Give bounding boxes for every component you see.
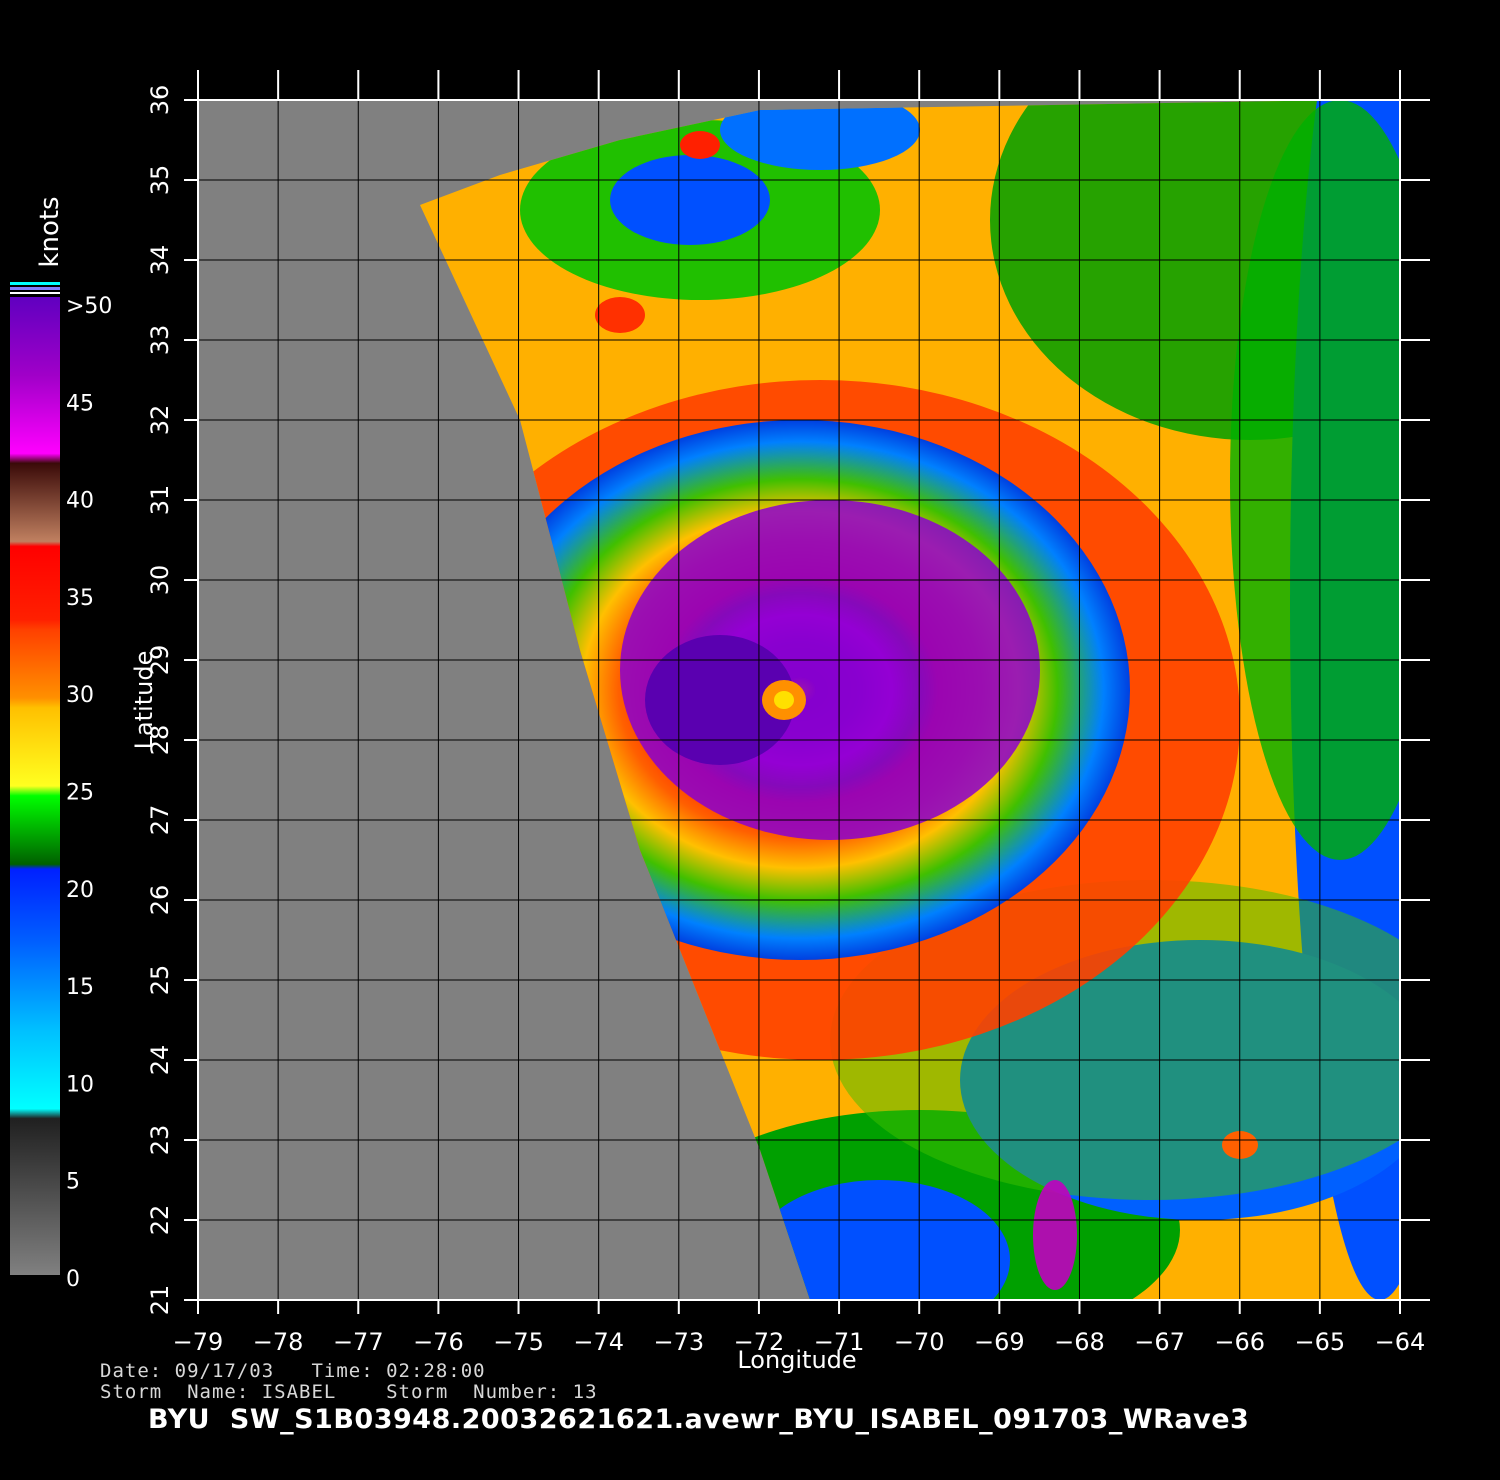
colorbar-label: 45 bbox=[66, 391, 94, 416]
lat-tick-label: 28 bbox=[146, 725, 174, 756]
wind-swath bbox=[420, 100, 1400, 1300]
storm-caption: Storm Name: ISABEL Storm Number: 13 bbox=[100, 1381, 598, 1403]
latitude-tick-labels: 21 22 23 24 25 26 27 28 29 30 31 32 33 34 35 36 bbox=[146, 85, 174, 1316]
lat-tick-label: 32 bbox=[146, 405, 174, 436]
colorbar-scale bbox=[10, 297, 60, 1275]
lat-tick-label: 27 bbox=[146, 805, 174, 836]
colorbar: knots >50 45 40 35 30 25 20 15 10 5 0 bbox=[10, 196, 112, 1292]
colorbar-label: 30 bbox=[66, 683, 94, 708]
lon-tick-label: −75 bbox=[493, 1328, 544, 1356]
lat-tick-label: 35 bbox=[146, 165, 174, 196]
lat-tick-label: 26 bbox=[146, 885, 174, 916]
lat-tick-label: 22 bbox=[146, 1205, 174, 1236]
lon-tick-label: −74 bbox=[573, 1328, 624, 1356]
lat-tick-label: 23 bbox=[146, 1125, 174, 1156]
lat-tick-label: 31 bbox=[146, 485, 174, 516]
lon-tick-label: −67 bbox=[1134, 1328, 1185, 1356]
lon-tick-label: −65 bbox=[1295, 1328, 1346, 1356]
colorbar-label: 0 bbox=[66, 1267, 80, 1292]
lat-tick-label: 25 bbox=[146, 965, 174, 996]
colorbar-unit: knots bbox=[35, 196, 65, 267]
colorbar-label: 10 bbox=[66, 1072, 94, 1097]
lon-tick-label: −73 bbox=[653, 1328, 704, 1356]
product-identifier: BYU SW_S1B03948.20032621621.avewr_BYU_IS… bbox=[148, 1404, 1250, 1435]
colorbar-label: 20 bbox=[66, 878, 94, 903]
lat-tick-label: 36 bbox=[146, 85, 174, 116]
colorbar-label: 40 bbox=[66, 489, 94, 514]
y-axis-title: Latitude bbox=[130, 651, 158, 750]
plot-frame bbox=[197, 99, 1401, 1301]
lon-tick-label: −71 bbox=[814, 1328, 865, 1356]
lon-tick-label: −64 bbox=[1375, 1328, 1426, 1356]
lon-tick-label: −68 bbox=[1054, 1328, 1105, 1356]
lon-tick-label: −76 bbox=[413, 1328, 464, 1356]
lat-tick-label: 21 bbox=[146, 1285, 174, 1316]
lon-tick-label: −78 bbox=[253, 1328, 304, 1356]
colorbar-label: 15 bbox=[66, 975, 94, 1000]
lon-tick-label: −72 bbox=[734, 1328, 785, 1356]
colorbar-label: >50 bbox=[66, 294, 112, 319]
x-axis-title: Longitude bbox=[737, 1346, 856, 1374]
lon-tick-label: −77 bbox=[333, 1328, 384, 1356]
date-time-caption: Date: 09/17/03 Time: 02:28:00 bbox=[100, 1360, 486, 1382]
colorbar-label: 25 bbox=[66, 781, 94, 806]
lat-tick-label: 33 bbox=[146, 325, 174, 356]
lat-tick-label: 30 bbox=[146, 565, 174, 596]
colorbar-labels: >50 45 40 35 30 25 20 15 10 5 0 bbox=[66, 294, 112, 1292]
colorbar-label: 35 bbox=[66, 586, 94, 611]
lon-tick-label: −66 bbox=[1214, 1328, 1265, 1356]
lon-tick-label: −79 bbox=[173, 1328, 224, 1356]
lat-tick-label: 34 bbox=[146, 245, 174, 276]
lat-tick-label: 29 bbox=[146, 645, 174, 676]
lon-tick-label: −69 bbox=[974, 1328, 1025, 1356]
lat-tick-label: 24 bbox=[146, 1045, 174, 1076]
longitude-tick-labels: −79 −78 −77 −76 −75 −74 −73 −72 −71 −70 −69 −68 −67 −… bbox=[173, 1328, 1426, 1356]
lon-tick-label: −70 bbox=[894, 1328, 945, 1356]
axis-ticks bbox=[184, 70, 1430, 1314]
colorbar-label: 5 bbox=[66, 1170, 80, 1195]
